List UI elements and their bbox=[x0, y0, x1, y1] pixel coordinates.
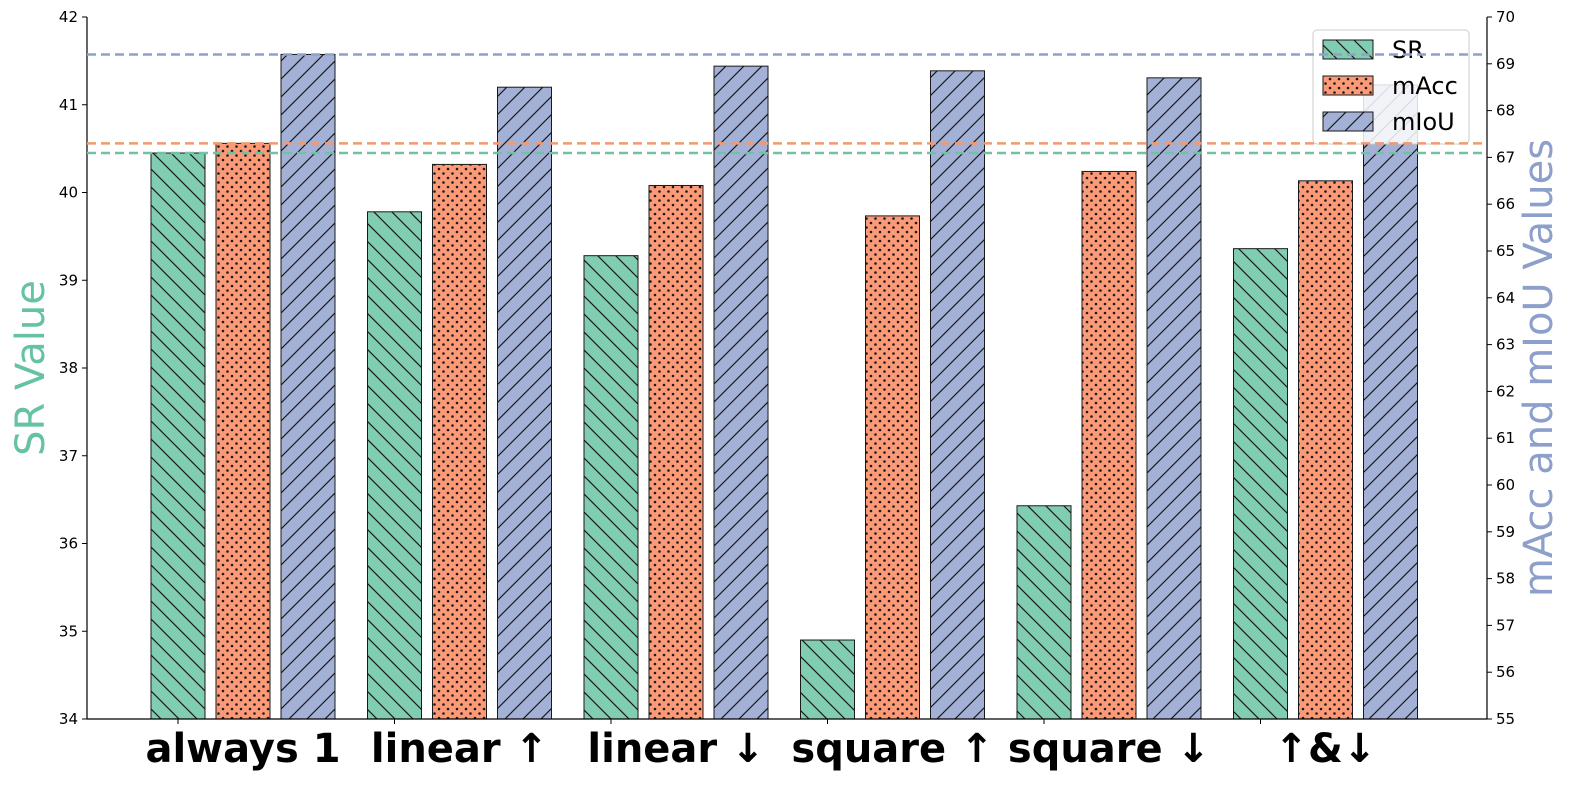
bar-hatch-mIoU-1 bbox=[497, 86, 552, 720]
legend-swatch-hatch-mIoU bbox=[1322, 111, 1374, 132]
y-left-tick-label: 42 bbox=[59, 8, 78, 26]
right-axis-ticks: 55 56 57 58 59 60 61 62 63 64 65 66 67 68 69 70 bbox=[1487, 8, 1515, 728]
y-right-tick-label: 64 bbox=[1496, 289, 1515, 307]
y-left-tick-label: 35 bbox=[59, 622, 78, 640]
y-right-tick-label: 62 bbox=[1496, 382, 1515, 400]
y-right-tick-label: 63 bbox=[1496, 336, 1515, 354]
y-left-tick-label: 34 bbox=[59, 710, 78, 728]
left-axis-ticks: 34 35 36 37 38 39 40 41 42 bbox=[59, 8, 87, 728]
y-right-tick-label: 70 bbox=[1496, 8, 1515, 26]
bar-hatch-mIoU-5 bbox=[1363, 84, 1418, 720]
bar-hatch-mAcc-1 bbox=[432, 163, 487, 720]
bar-hatch-mIoU-4 bbox=[1146, 77, 1202, 720]
y-left-axis-title: SR Value bbox=[8, 280, 54, 456]
bar-hatch-SR-5 bbox=[1233, 248, 1288, 720]
legend-label-SR: SR bbox=[1392, 36, 1424, 64]
bar-hatch-mIoU-3 bbox=[930, 70, 985, 720]
bar-hatch-mAcc-3 bbox=[865, 215, 920, 720]
bar-hatch-SR-4 bbox=[1016, 505, 1072, 720]
bar-hatch-SR-0 bbox=[150, 152, 206, 720]
legend-label-mAcc: mAcc bbox=[1392, 72, 1458, 100]
x-category-label: square ↑ bbox=[791, 726, 993, 772]
y-left-tick-label: 38 bbox=[59, 359, 78, 377]
x-category-label: always 1 bbox=[145, 726, 340, 772]
bar-hatch-mAcc-0 bbox=[215, 142, 271, 720]
x-category-label: square ↓ bbox=[1008, 726, 1210, 772]
bar-hatch-SR-1 bbox=[367, 211, 422, 720]
y-right-tick-label: 56 bbox=[1496, 663, 1515, 681]
y-right-tick-label: 58 bbox=[1496, 570, 1515, 588]
y-right-tick-label: 55 bbox=[1496, 710, 1515, 728]
bar-hatch-mAcc-2 bbox=[648, 184, 704, 720]
legend: SR mAcc mIoU bbox=[1312, 29, 1470, 145]
y-left-tick-label: 39 bbox=[59, 271, 78, 289]
reference-lines bbox=[87, 53, 1487, 155]
y-right-tick-label: 65 bbox=[1496, 242, 1515, 260]
x-category-label: linear ↑ bbox=[371, 726, 548, 772]
bars bbox=[150, 53, 1418, 720]
bar-hatch-mIoU-2 bbox=[713, 65, 769, 720]
y-right-tick-label: 67 bbox=[1496, 148, 1515, 166]
bar-hatch-SR-2 bbox=[583, 255, 639, 720]
y-right-axis-title: mAcc and mIoU Values bbox=[1516, 139, 1562, 597]
bar-hatch-mAcc-4 bbox=[1081, 170, 1137, 720]
y-left-tick-label: 36 bbox=[59, 535, 78, 553]
y-right-tick-label: 57 bbox=[1496, 616, 1515, 634]
y-right-tick-label: 68 bbox=[1496, 102, 1515, 120]
x-category-label: ↑&↓ bbox=[1275, 726, 1377, 772]
y-right-tick-label: 69 bbox=[1496, 55, 1515, 73]
y-left-tick-label: 37 bbox=[59, 447, 78, 465]
bar-hatch-SR-3 bbox=[800, 639, 855, 720]
y-left-tick-label: 41 bbox=[59, 96, 78, 114]
y-right-tick-label: 61 bbox=[1496, 429, 1515, 447]
x-category-label: linear ↓ bbox=[587, 726, 764, 772]
legend-label-mIoU: mIoU bbox=[1392, 108, 1455, 136]
y-right-tick-label: 66 bbox=[1496, 195, 1515, 213]
bar-hatch-mAcc-5 bbox=[1298, 180, 1353, 720]
y-right-tick-label: 59 bbox=[1496, 523, 1515, 541]
x-axis-ticks: always 1 linear ↑ linear ↓ square ↑ square ↓… bbox=[145, 719, 1376, 772]
y-left-tick-label: 40 bbox=[59, 184, 78, 202]
legend-swatch-hatch-mAcc bbox=[1322, 75, 1374, 96]
legend-swatch-hatch-SR bbox=[1322, 39, 1374, 60]
y-right-tick-label: 60 bbox=[1496, 476, 1515, 494]
